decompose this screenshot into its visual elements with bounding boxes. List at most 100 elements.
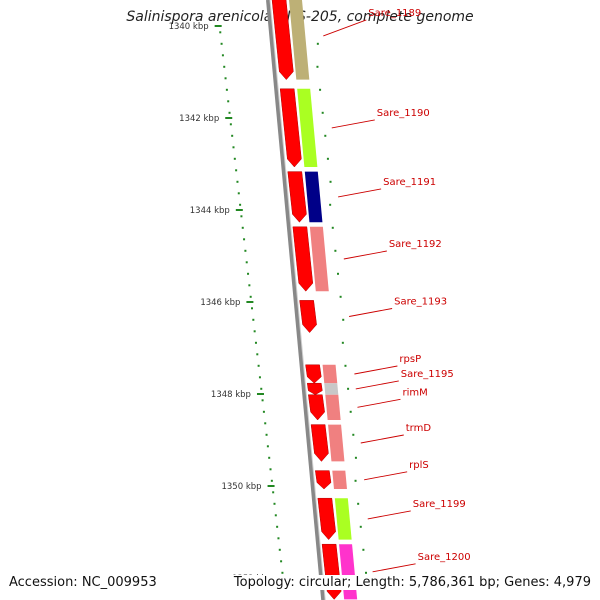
tick-dot [247,272,250,275]
tick-dot [240,215,243,218]
track-dot [341,341,344,344]
tick-dot [232,146,235,149]
tick-dot [280,560,283,563]
cds-arrow [308,394,325,421]
tick-dot [236,180,239,183]
tick-dot [266,445,269,448]
track-dot [359,525,362,528]
tick-dot [278,548,281,551]
tick-dot [257,364,260,367]
tick-dot [233,157,236,160]
cds-arrow [305,364,322,384]
track-dot [329,180,332,183]
tick-mark [214,25,222,27]
tick-dot [269,468,272,471]
cds-arrow [271,0,294,80]
leader-line [338,188,382,198]
track-dot [326,157,329,160]
tick-dot [223,65,226,68]
leader-line [360,434,404,444]
tick-dot [224,77,227,80]
cds-arrow [287,171,307,223]
cds-arrow [292,226,314,292]
leader-line [357,398,401,408]
topology-text: Topology: circular; Length: 5,786,361 bp… [231,575,591,590]
tick-dot [261,399,264,402]
gene-label: Sare_1190 [377,108,430,119]
tick-dot [227,100,230,103]
tick-dot [281,571,284,574]
tick-label: 1344 kbp [190,206,230,216]
track-dot [334,249,337,252]
tick-dot [277,537,280,540]
track-dot [365,571,368,574]
track-dot [331,226,334,229]
tick-dot [260,387,263,390]
cds-arrow [317,497,336,540]
tick-dot [248,284,251,287]
gene-block [297,88,318,167]
leader-line [323,19,367,37]
tick-dot [254,341,257,344]
tick-dot [221,54,224,57]
tick-dot [270,479,273,482]
tick-dot [272,491,275,494]
tick-dot [276,525,279,528]
tick-dot [231,134,234,137]
leader-line [364,471,408,481]
track-dot [316,65,319,68]
accession-text: Accession: NC_009953 [9,575,157,590]
track-dot [344,364,347,367]
gene-label: Sare_1192 [389,239,442,250]
tick-dot [252,318,255,321]
gene-label: Sare_1191 [383,177,436,188]
leader-line [343,250,387,260]
track-dot [342,318,345,321]
track-dot [321,111,324,114]
gene-label: Sare_1189 [368,8,421,19]
track-dot [354,456,357,459]
tick-mark [267,485,275,487]
gene-block [304,171,323,223]
tick-dot [228,111,231,114]
tick-dot [258,376,261,379]
tick-dot [219,31,222,34]
tick-dot [256,353,259,356]
gene-label: Sare_1199 [413,499,466,510]
leader-line [372,563,416,573]
track-dot [316,42,319,45]
tick-dot [229,123,232,126]
tick-dot [237,192,240,195]
gene-block [332,470,347,489]
track-dot [339,295,342,298]
gene-block [334,498,352,540]
leader-line [355,380,399,390]
track-dot [347,387,350,390]
tick-dot [249,295,252,298]
tick-dot [244,249,247,252]
track-dot [349,410,352,413]
tick-dot [274,514,277,517]
tick-mark [246,301,254,303]
gene-block [325,394,341,420]
track-dot [319,88,322,91]
gene-label: Sare_1193 [394,297,447,308]
gene-label: rplS [409,460,429,471]
tick-mark [235,209,243,211]
cds-arrow [306,382,323,395]
track-dot [362,548,365,551]
tick-dot [235,169,238,172]
tick-mark [256,393,264,395]
cds-arrow [315,470,332,490]
track-dot [352,433,355,436]
backbone-highlight [269,0,326,600]
tick-dot [268,456,271,459]
tick-label: 1350 kbp [221,482,261,492]
tick-dot [241,226,244,229]
gene-block [324,383,339,395]
tick-dot [264,422,267,425]
gene-block [309,226,329,292]
gene-block [289,0,310,80]
leader-line [349,308,393,317]
